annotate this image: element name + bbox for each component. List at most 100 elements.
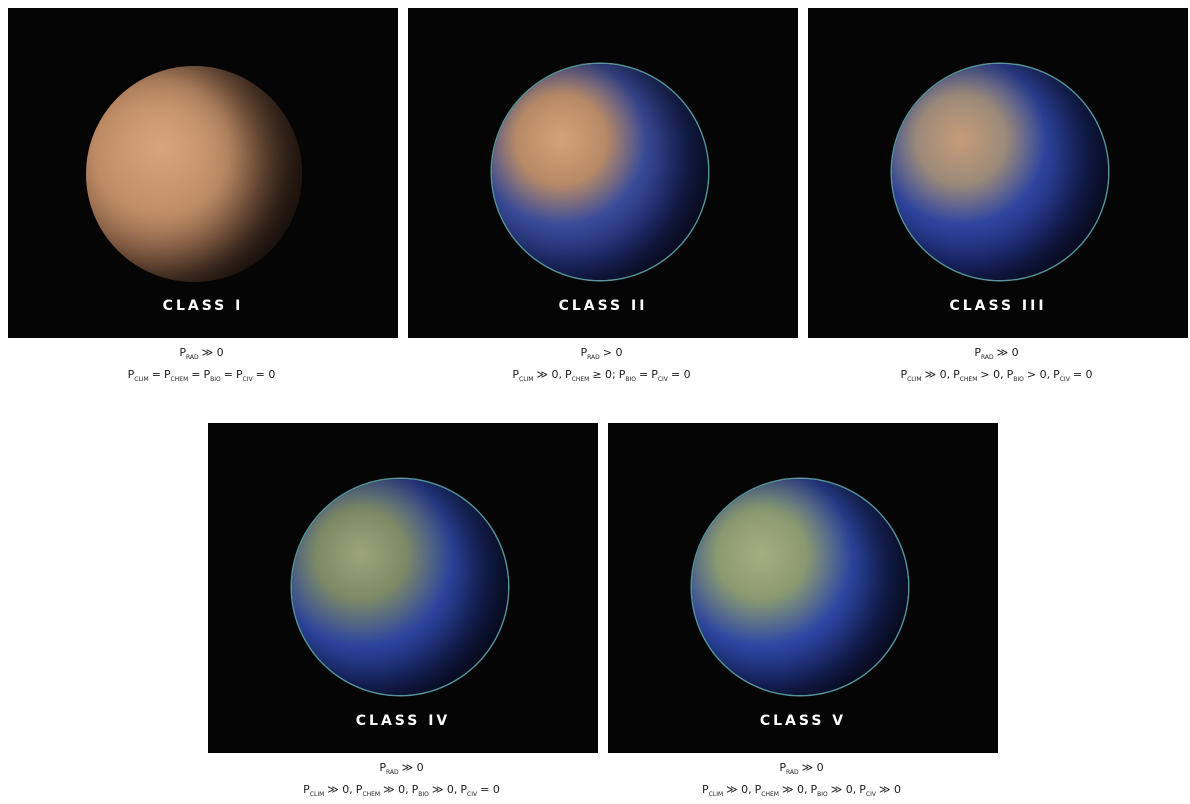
- relation: ≫ 0,: [327, 783, 353, 796]
- symbol: P: [127, 368, 135, 381]
- condition-formula: PRAD > 0: [408, 346, 798, 361]
- subscript: CLIM: [134, 376, 149, 383]
- condition-formula: PRAD ≫ 0: [8, 346, 398, 361]
- relation: =: [638, 368, 649, 381]
- subscript: RAD: [185, 354, 199, 361]
- relation: ≫ 0,: [781, 783, 808, 796]
- relation: ≫ 0: [801, 761, 824, 774]
- subscript: CHEM: [170, 376, 189, 383]
- planet-panel: CLASS IV: [208, 423, 598, 753]
- subscript: CLIM: [519, 376, 534, 383]
- subscript: BIO: [625, 376, 636, 383]
- condition-formula: PRAD ≫ 0: [808, 346, 1188, 361]
- subscript: BIO: [418, 791, 429, 798]
- symbol: P: [580, 346, 588, 359]
- class-label: CLASS III: [949, 298, 1047, 314]
- symbol: P: [779, 761, 786, 774]
- condition-formula: PRAD ≫ 0: [208, 761, 598, 776]
- class-label: CLASS I: [162, 298, 244, 314]
- symbol: P: [512, 368, 519, 381]
- planet-image: [892, 64, 1108, 280]
- planet-panel: CLASS V: [608, 423, 998, 753]
- relation: ≫ 0: [878, 783, 901, 796]
- subscript: CHEM: [761, 791, 779, 798]
- symbol: P: [754, 783, 762, 796]
- condition-formula: PRAD ≫ 0: [608, 761, 998, 776]
- relation: = 0: [670, 368, 691, 381]
- symbol: P: [460, 783, 468, 796]
- planet-image: [692, 479, 908, 695]
- condition-formula: PCLIM ≫ 0, PCHEM ≫ 0, PBIO ≫ 0, PCIV ≫ 0: [608, 783, 998, 798]
- subscript: CLIM: [708, 791, 724, 798]
- subscript: CHEM: [959, 376, 978, 383]
- planet-panel: CLASS II: [408, 8, 798, 338]
- relation: > 0,: [1026, 368, 1051, 381]
- relation: =: [191, 368, 201, 381]
- symbol: P: [1053, 368, 1060, 381]
- relation: ≫ 0,: [726, 783, 752, 796]
- relation: ≫ 0,: [536, 368, 562, 381]
- symbol: P: [859, 783, 866, 796]
- planet-image: [492, 64, 708, 280]
- symbol: P: [355, 783, 363, 796]
- symbol: P: [953, 368, 960, 381]
- symbol: P: [900, 368, 908, 381]
- relation: =: [223, 368, 233, 381]
- relation: ≫ 0,: [830, 783, 857, 796]
- relation: ≫ 0: [201, 346, 224, 359]
- planet-panel: CLASS III: [808, 8, 1188, 338]
- symbol: P: [203, 368, 211, 381]
- planet-image: [86, 66, 302, 282]
- symbol: P: [702, 783, 709, 796]
- symbol: P: [235, 368, 243, 381]
- subscript: RAD: [587, 354, 600, 361]
- subscript: RAD: [385, 769, 399, 776]
- symbol: P: [1006, 368, 1014, 381]
- class-label: CLASS II: [558, 298, 648, 314]
- relation: =: [151, 368, 161, 381]
- relation: = 0: [480, 783, 500, 796]
- subscript: CLIM: [309, 791, 325, 798]
- relation: = 0: [1072, 368, 1093, 381]
- condition-formula: PCLIM ≫ 0, PCHEM ≫ 0, PBIO ≫ 0, PCIV = 0: [208, 783, 598, 798]
- subscript: CIV: [865, 791, 876, 798]
- condition-formula: PCLIM ≫ 0, PCHEM > 0, PBIO > 0, PCIV = 0: [808, 368, 1188, 383]
- condition-formula: PCLIM = PCHEM = PBIO = PCIV = 0: [8, 368, 398, 383]
- subscript: CIV: [242, 376, 253, 383]
- subscript: CIV: [467, 791, 478, 798]
- class-label: CLASS IV: [355, 713, 451, 729]
- subscript: CHEM: [571, 376, 590, 383]
- symbol: P: [974, 346, 981, 359]
- relation: > 0,: [980, 368, 1004, 381]
- symbol: P: [565, 368, 572, 381]
- relation: > 0: [602, 346, 623, 359]
- subscript: RAD: [980, 354, 994, 361]
- relation: = 0: [255, 368, 276, 381]
- condition-formula: PCLIM ≫ 0, PCHEM ≥ 0; PBIO = PCIV = 0: [408, 368, 798, 383]
- relation: ≫ 0,: [924, 368, 951, 381]
- symbol: P: [618, 368, 626, 381]
- subscript: BIO: [817, 791, 828, 798]
- planet-panel: CLASS I: [8, 8, 398, 338]
- relation: ≥ 0;: [592, 368, 616, 381]
- relation: ≫ 0: [401, 761, 424, 774]
- symbol: P: [379, 761, 386, 774]
- subscript: CHEM: [362, 791, 381, 798]
- relation: ≫ 0: [996, 346, 1019, 359]
- subscript: CIV: [657, 376, 668, 383]
- symbol: P: [179, 346, 186, 359]
- symbol: P: [163, 368, 171, 381]
- class-label: CLASS V: [759, 713, 847, 729]
- subscript: BIO: [210, 376, 221, 383]
- symbol: P: [303, 783, 310, 796]
- subscript: CIV: [1059, 376, 1070, 383]
- subscript: RAD: [785, 769, 799, 776]
- relation: ≫ 0,: [383, 783, 409, 796]
- symbol: P: [651, 368, 658, 381]
- subscript: BIO: [1013, 376, 1024, 383]
- subscript: CLIM: [907, 376, 922, 383]
- planet-image: [292, 479, 508, 695]
- symbol: P: [810, 783, 818, 796]
- symbol: P: [411, 783, 419, 796]
